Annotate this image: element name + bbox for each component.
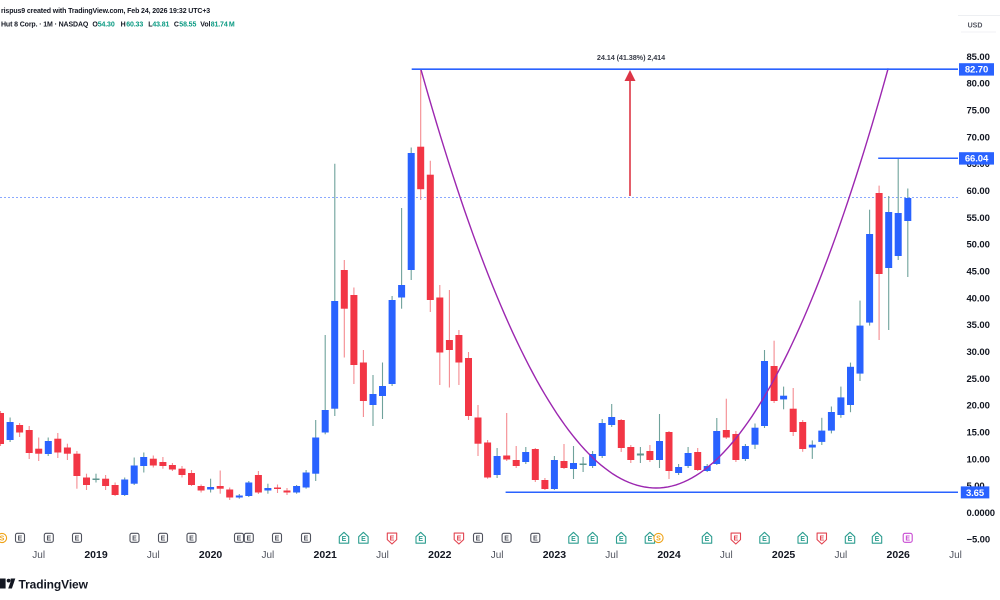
svg-text:60.33: 60.33 xyxy=(126,22,143,29)
svg-text:O: O xyxy=(92,22,98,29)
svg-text:81.74 M: 81.74 M xyxy=(211,22,235,29)
svg-text:2022: 2022 xyxy=(428,549,452,561)
svg-text:43.81: 43.81 xyxy=(152,22,169,29)
svg-text:35.00: 35.00 xyxy=(967,320,990,331)
svg-text:rispus9 created with TradingVi: rispus9 created with TradingView.com, Fe… xyxy=(1,8,210,15)
svg-text:60.00: 60.00 xyxy=(967,186,990,197)
svg-text:66.04: 66.04 xyxy=(965,154,989,165)
svg-text:2021: 2021 xyxy=(314,549,338,561)
svg-text:Jul: Jul xyxy=(147,550,160,561)
svg-text:USD: USD xyxy=(968,23,983,30)
svg-text:2023: 2023 xyxy=(543,549,567,561)
svg-text:55.00: 55.00 xyxy=(967,213,990,224)
svg-text:2026: 2026 xyxy=(887,549,911,561)
svg-text:80.00: 80.00 xyxy=(967,79,990,90)
svg-text:50.00: 50.00 xyxy=(967,240,990,251)
svg-text:65.00: 65.00 xyxy=(967,159,990,170)
svg-text:24.14 (41.38%) 2,414: 24.14 (41.38%) 2,414 xyxy=(597,53,666,62)
svg-text:H: H xyxy=(121,22,126,29)
svg-text:C: C xyxy=(174,22,179,29)
svg-text:Jul: Jul xyxy=(376,550,389,561)
svg-text:Jul: Jul xyxy=(835,550,848,561)
svg-text:82.70: 82.70 xyxy=(965,65,988,76)
svg-text:25.00: 25.00 xyxy=(967,374,990,385)
svg-text:Jul: Jul xyxy=(491,550,504,561)
svg-text:Hut 8 Corp. · 1M · NASDAQ: Hut 8 Corp. · 1M · NASDAQ xyxy=(1,22,89,29)
svg-text:2025: 2025 xyxy=(772,549,796,561)
svg-text:Jul: Jul xyxy=(949,550,962,561)
svg-text:10.00: 10.00 xyxy=(967,454,990,465)
svg-text:15.00: 15.00 xyxy=(967,427,990,438)
svg-text:2020: 2020 xyxy=(199,549,223,561)
svg-text:L: L xyxy=(148,22,153,29)
svg-text:45.00: 45.00 xyxy=(967,267,990,278)
svg-text:TradingView: TradingView xyxy=(19,578,89,592)
svg-text:58.55: 58.55 xyxy=(179,22,196,29)
svg-text:−5.00: −5.00 xyxy=(967,535,991,546)
svg-text:3.65: 3.65 xyxy=(966,488,985,499)
svg-text:54.30: 54.30 xyxy=(98,22,115,29)
svg-text:85.00: 85.00 xyxy=(967,52,990,63)
svg-text:Jul: Jul xyxy=(262,550,275,561)
svg-text:Jul: Jul xyxy=(720,550,733,561)
svg-text:Vol: Vol xyxy=(200,22,210,29)
svg-text:30.00: 30.00 xyxy=(967,347,990,358)
svg-text:70.00: 70.00 xyxy=(967,132,990,143)
svg-text:20.00: 20.00 xyxy=(967,401,990,412)
svg-text:Jul: Jul xyxy=(605,550,618,561)
svg-text:40.00: 40.00 xyxy=(967,293,990,304)
svg-text:Jul: Jul xyxy=(32,550,45,561)
svg-text:2024: 2024 xyxy=(657,549,681,561)
svg-text:0.0000: 0.0000 xyxy=(967,508,995,519)
svg-text:75.00: 75.00 xyxy=(967,106,990,117)
svg-text:2019: 2019 xyxy=(84,549,108,561)
